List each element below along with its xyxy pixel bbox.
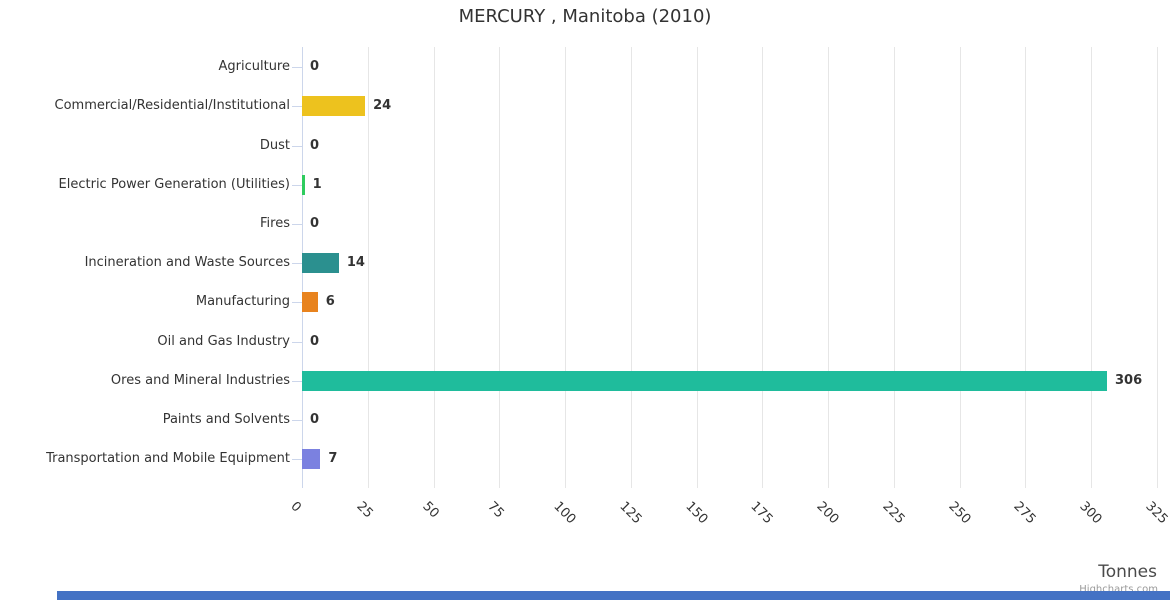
value-label-incineration-and-waste-sources: 14	[346, 255, 365, 271]
gridline	[630, 47, 632, 488]
bar-ores-and-mineral-industries[interactable]	[302, 370, 1107, 391]
bar-incineration-and-waste-sources[interactable]	[302, 253, 339, 274]
category-tick-mark	[292, 263, 302, 265]
gridline	[828, 47, 830, 488]
x-axis-tick-label: 150	[682, 499, 711, 528]
x-axis-tick-label: 200	[813, 499, 842, 528]
bar-commercial-residential-institutional[interactable]	[302, 96, 366, 117]
x-axis-tick-label: 225	[879, 499, 908, 528]
gridline	[433, 47, 435, 488]
category-tick-mark	[292, 302, 302, 304]
category-tick-mark	[292, 184, 302, 186]
category-label-incineration-and-waste-sources: Incineration and Waste Sources	[84, 255, 290, 271]
x-axis-title: Tonnes	[1098, 562, 1157, 582]
gridline	[1157, 47, 1158, 488]
category-label-paints-and-solvents: Paints and Solvents	[162, 411, 290, 427]
category-tick-mark	[292, 67, 302, 69]
category-label-electric-power-generation-utilities: Electric Power Generation (Utilities)	[58, 176, 290, 192]
category-label-dust: Dust	[259, 137, 290, 153]
gridline	[367, 47, 369, 488]
gridline	[1091, 47, 1093, 488]
category-label-transportation-and-mobile-equipment: Transportation and Mobile Equipment	[46, 451, 290, 467]
category-label-manufacturing: Manufacturing	[195, 294, 290, 310]
x-axis-tick-label: 250	[945, 499, 974, 528]
gridline	[565, 47, 567, 488]
gridline	[893, 47, 895, 488]
gridline	[762, 47, 764, 488]
gridline	[499, 47, 501, 488]
value-label-fires: 0	[310, 215, 320, 231]
x-axis-tick-label: 100	[550, 499, 579, 528]
category-label-agriculture: Agriculture	[218, 59, 291, 75]
value-label-electric-power-generation-utilities: 1	[312, 176, 322, 192]
bar-transportation-and-mobile-equipment[interactable]	[302, 449, 321, 470]
bottom-blue-strip	[57, 591, 1170, 600]
bar-manufacturing[interactable]	[302, 292, 318, 313]
value-label-dust: 0	[310, 137, 320, 153]
x-axis-tick-label: 175	[747, 499, 776, 528]
category-label-commercial-residential-institutional: Commercial/Residential/Institutional	[54, 98, 291, 114]
x-axis-tick-label: 275	[1010, 499, 1040, 528]
value-label-ores-and-mineral-industries: 306	[1115, 372, 1143, 388]
x-axis-tick-label: 0	[287, 499, 304, 516]
gridline	[696, 47, 698, 488]
category-tick-mark	[292, 106, 302, 108]
x-axis-tick-label: 25	[353, 499, 376, 522]
category-tick-mark	[292, 223, 302, 225]
value-label-agriculture: 0	[310, 59, 320, 75]
x-axis-tick-label: 125	[616, 499, 645, 528]
bar-electric-power-generation-utilities[interactable]	[302, 174, 305, 195]
value-label-commercial-residential-institutional: 24	[373, 98, 392, 114]
gridline	[1025, 47, 1027, 488]
x-axis-tick-label: 300	[1076, 499, 1105, 528]
category-tick-mark	[292, 380, 302, 382]
x-axis-tick-label: 50	[418, 499, 442, 522]
category-tick-mark	[292, 145, 302, 147]
category-label-fires: Fires	[260, 215, 290, 231]
gridline	[959, 47, 961, 488]
category-label-ores-and-mineral-industries: Ores and Mineral Industries	[110, 372, 290, 388]
value-label-transportation-and-mobile-equipment: 7	[328, 451, 338, 467]
x-axis-tick-label: 75	[484, 499, 507, 522]
category-tick-mark	[292, 419, 302, 421]
category-tick-mark	[292, 341, 302, 343]
highcharts-credits-link[interactable]: Highcharts.com	[1079, 584, 1158, 595]
chart-title: MERCURY , Manitoba (2010)	[458, 6, 712, 27]
category-label-oil-and-gas-industry: Oil and Gas Industry	[157, 333, 290, 349]
value-label-manufacturing: 6	[325, 294, 335, 310]
category-tick-mark	[292, 459, 302, 461]
value-label-oil-and-gas-industry: 0	[310, 333, 320, 349]
value-label-paints-and-solvents: 0	[310, 411, 320, 427]
x-axis-tick-label: 325	[1142, 499, 1170, 528]
